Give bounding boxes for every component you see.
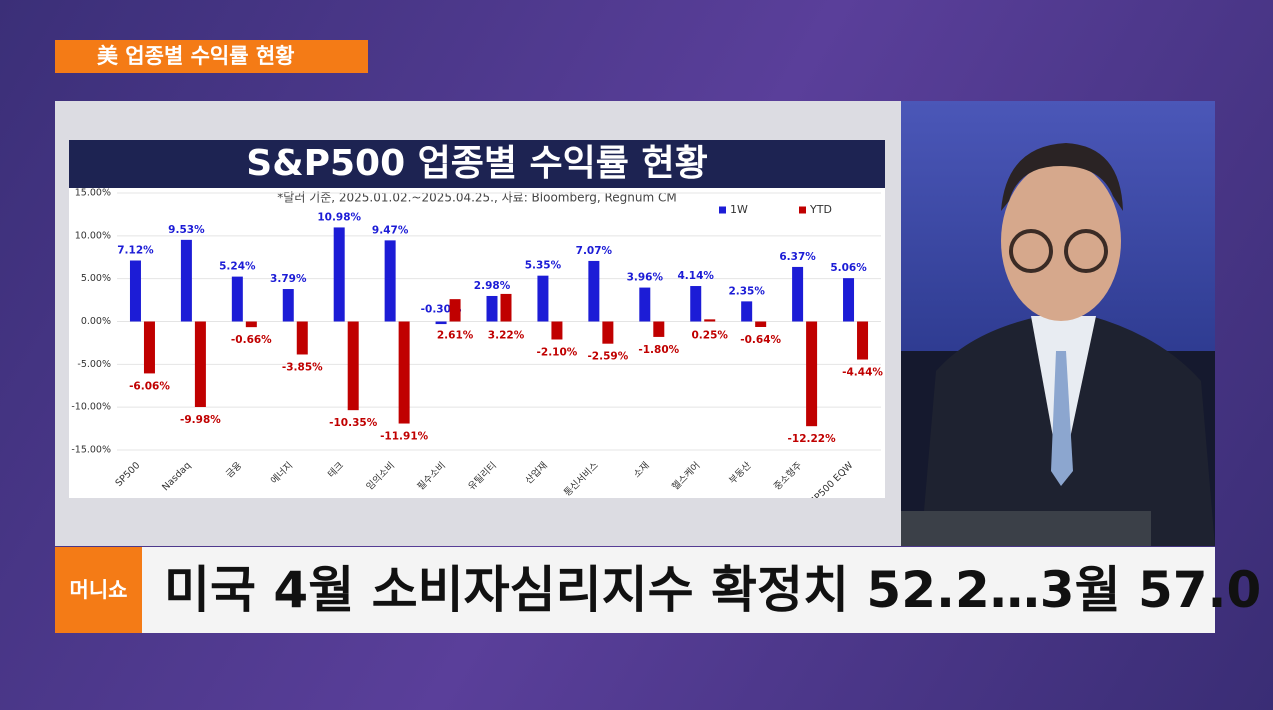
bar: [653, 321, 665, 337]
value-label: 7.12%: [117, 245, 154, 257]
bar: [143, 321, 155, 374]
studio-view: [901, 101, 1215, 546]
bar: [500, 293, 512, 322]
bar: [231, 276, 243, 322]
value-label: 9.47%: [372, 224, 409, 236]
y-tick-label: 5.00%: [81, 273, 111, 284]
value-label: 10.98%: [317, 211, 361, 223]
presenter: [901, 143, 1215, 546]
value-label: -12.22%: [788, 433, 837, 445]
bar: [639, 287, 651, 322]
y-tick-label: -5.00%: [77, 359, 111, 370]
logo: 머니쇼: [55, 547, 142, 633]
value-label: -2.59%: [587, 351, 628, 363]
bar: [857, 321, 869, 360]
value-label: 3.79%: [270, 273, 307, 285]
chart-subtitle: *달러 기준, 2025.01.02.~2025.04.25., 자료: Blo…: [277, 191, 676, 205]
value-label: 5.35%: [525, 260, 562, 272]
bar: [588, 260, 600, 322]
bar: [398, 321, 410, 424]
glasses: [1064, 229, 1108, 273]
chart: S&P500 업종별 수익률 현황 *달러 기준, 2025.01.02.~20…: [69, 140, 885, 498]
value-label: -9.98%: [180, 414, 221, 426]
value-label: 9.53%: [168, 224, 205, 236]
value-label: 3.22%: [488, 330, 525, 342]
bar: [537, 275, 549, 322]
bar: [806, 321, 818, 427]
top-tag: 美 업종별 수익률 현황: [55, 40, 368, 73]
bar: [704, 319, 716, 322]
bar: [384, 240, 396, 322]
bar: [602, 321, 614, 344]
bar: [129, 260, 141, 322]
face: [1001, 161, 1121, 321]
y-tick-label: 10.00%: [75, 230, 111, 241]
value-label: 0.25%: [692, 330, 729, 342]
value-label: -0.64%: [740, 334, 781, 346]
bar: [333, 227, 345, 322]
value-label: 6.37%: [779, 251, 816, 263]
bar: [551, 321, 563, 340]
legend-label: YTD: [809, 203, 832, 216]
tie: [1051, 351, 1073, 486]
bar: [296, 321, 308, 355]
value-label: 2.61%: [437, 330, 474, 342]
value-label: -10.35%: [329, 417, 378, 429]
hair: [1001, 143, 1123, 211]
bar: [690, 286, 702, 322]
value-label: -2.10%: [537, 346, 578, 358]
bar: [486, 295, 498, 322]
value-label: 4.14%: [678, 270, 715, 282]
value-label: -4.44%: [842, 367, 883, 379]
value-label: 7.07%: [576, 245, 613, 257]
value-label: 5.06%: [830, 262, 867, 274]
y-tick-label: 0.00%: [81, 316, 111, 327]
title-bar: [69, 140, 885, 188]
headline: 미국 4월 소비자심리지수 확정치 52.2…3월 57.0: [142, 547, 1261, 633]
bar: [843, 278, 855, 322]
bar: [347, 321, 359, 411]
bar: [449, 299, 461, 322]
bar: [245, 321, 257, 328]
value-label: -0.66%: [231, 334, 272, 346]
value-label: -3.85%: [282, 361, 323, 373]
bar: [194, 321, 206, 407]
y-tick-label: -10.00%: [71, 402, 111, 413]
value-label: -6.06%: [129, 380, 170, 392]
glasses: [1009, 229, 1053, 273]
bar: [755, 321, 767, 327]
legend-label: 1W: [730, 203, 748, 216]
value-label: 5.24%: [219, 261, 256, 273]
value-label: -1.80%: [638, 344, 679, 356]
value-label: 3.96%: [627, 272, 664, 284]
y-tick-label: 15.00%: [75, 188, 111, 199]
value-label: 2.35%: [728, 285, 765, 297]
legend-swatch: [719, 206, 726, 214]
bar: [741, 301, 753, 322]
value-label: -11.91%: [380, 431, 429, 443]
bar: [180, 239, 192, 322]
legend-swatch: [799, 206, 806, 214]
bar: [282, 289, 294, 322]
desk: [901, 511, 1151, 546]
bar: [435, 321, 447, 325]
value-label: 2.98%: [474, 280, 511, 292]
chart-title: S&P500 업종별 수익률 현황: [246, 143, 707, 184]
bar: [792, 266, 804, 322]
y-tick-label: -15.00%: [71, 445, 111, 456]
